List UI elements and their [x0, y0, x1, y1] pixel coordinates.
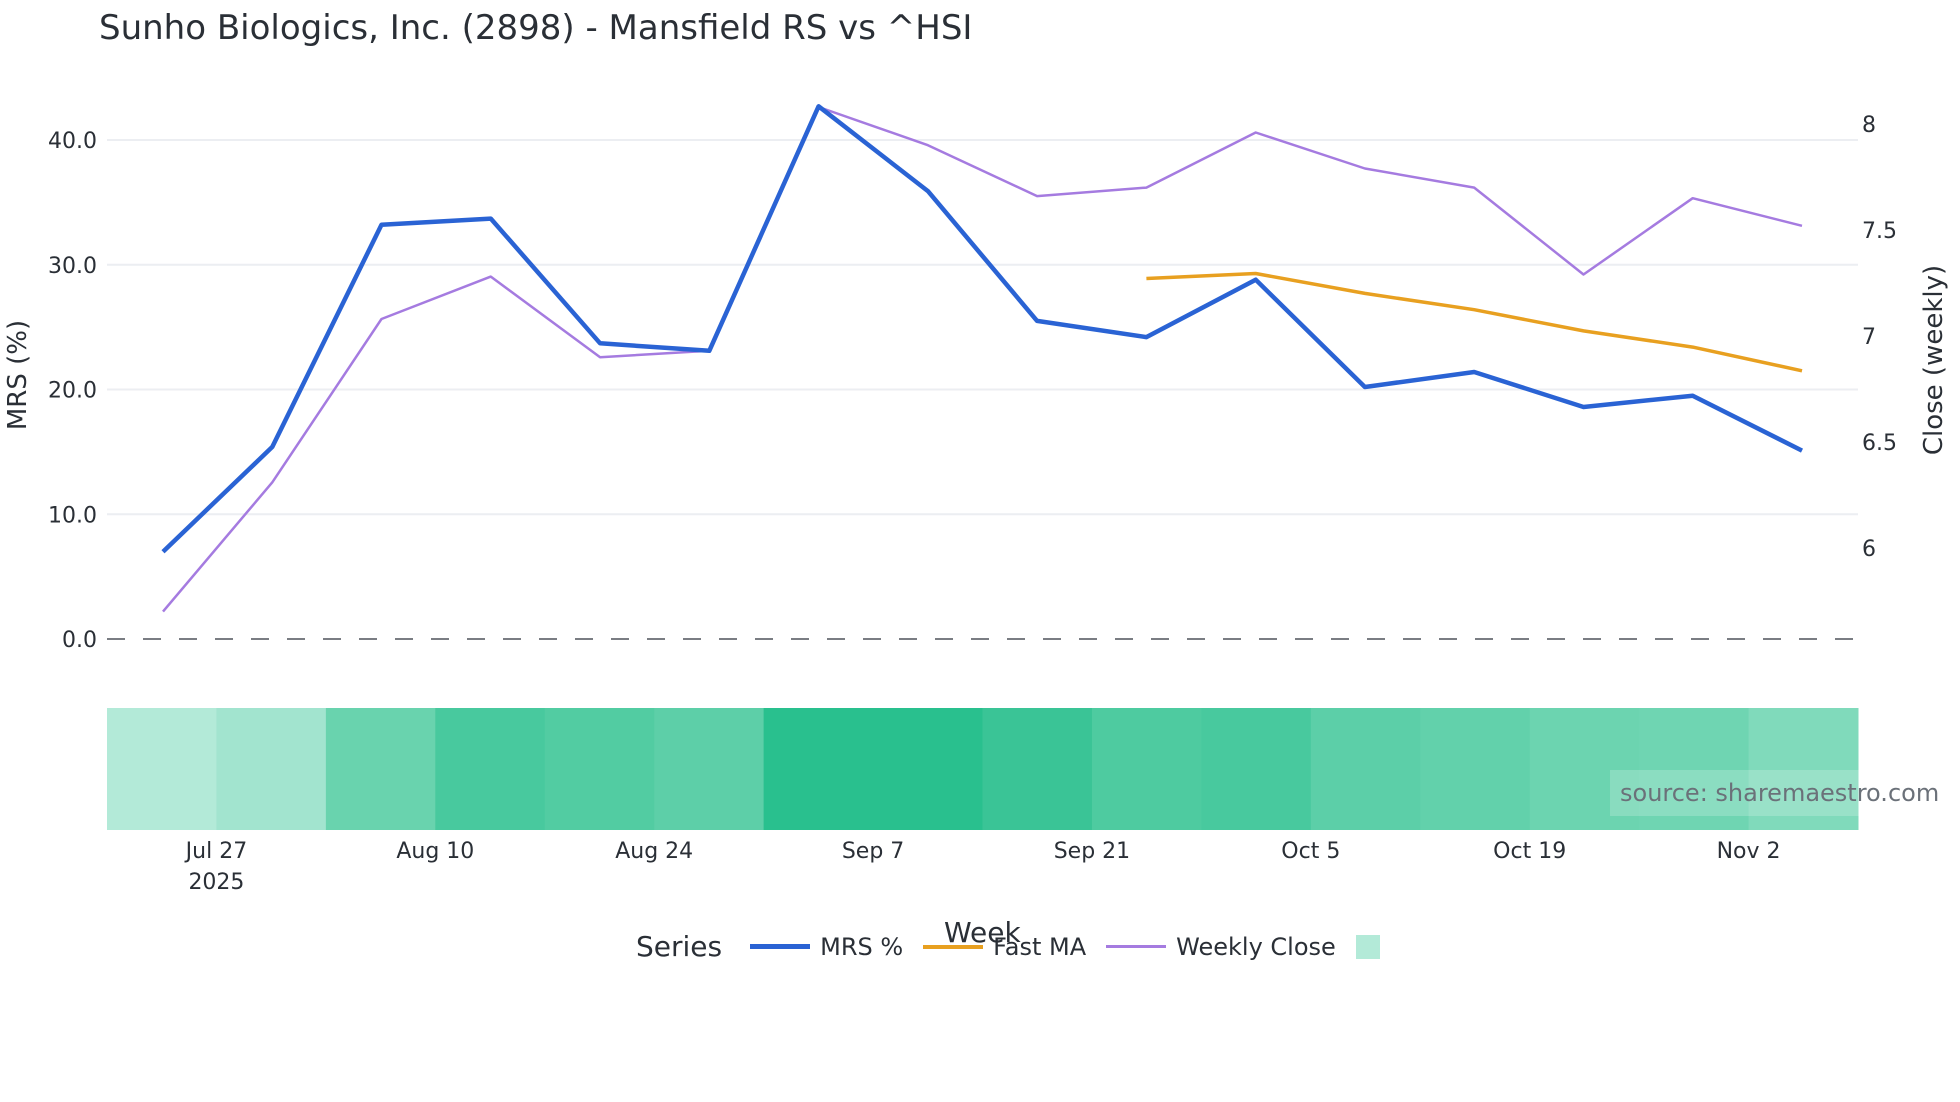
y-right-tick: 6 — [1862, 537, 1876, 562]
x-tick: Aug 24 — [615, 839, 693, 864]
y-right-tick: 8 — [1862, 113, 1876, 138]
x-axis-title: Week — [944, 916, 1021, 949]
y-left-tick: 0.0 — [62, 628, 97, 653]
legend-swatch-heatmap — [1355, 934, 1380, 959]
y-left-tick: 30.0 — [48, 254, 97, 279]
legend-label-weekly-close: Weekly Close — [1176, 932, 1336, 961]
heatmap-cell — [325, 708, 436, 830]
heatmap-cell — [1201, 708, 1312, 830]
legend-label-mrs: MRS % — [820, 932, 904, 961]
heatmap-cell — [1748, 708, 1859, 830]
x-tick: Nov 2 — [1717, 839, 1781, 864]
heatmap-cell — [435, 708, 546, 830]
y-left-tick: 20.0 — [48, 379, 97, 404]
legend-item-mrs[interactable]: MRS % — [750, 933, 903, 961]
heatmap-cell — [873, 708, 983, 830]
chart-title: Sunho Biologics, Inc. (2898) - Mansfield… — [99, 8, 973, 48]
x-tick: Oct 19 — [1493, 839, 1566, 864]
legend-item-fast-ma[interactable]: Fast MA — [923, 933, 1086, 961]
y-right-tick: 6.5 — [1862, 431, 1897, 456]
heatmap-cell — [1639, 708, 1750, 830]
y-right-title: Close (weekly) — [1919, 265, 1949, 455]
y-left-tick: 10.0 — [48, 503, 97, 528]
heatmap-cell — [1420, 708, 1531, 830]
weekly-close-line — [162, 105, 1803, 613]
legend: Series MRS % Fast MA Weekly Close — [636, 930, 1400, 963]
legend-swatch-weekly-close — [1106, 945, 1167, 948]
heatmap-cell — [982, 708, 1093, 830]
heatmap-cell — [654, 708, 765, 830]
x-tick-year: 2025 — [188, 870, 244, 895]
y-right-tick: 7.5 — [1862, 219, 1897, 244]
legend-item-heatmap[interactable] — [1355, 934, 1380, 959]
heatmap-cell — [763, 708, 874, 830]
legend-swatch-mrs — [750, 944, 811, 949]
y-left-tick: 40.0 — [48, 129, 97, 154]
fast-ma-line — [1146, 271, 1803, 373]
x-tick: Jul 27 — [184, 839, 248, 864]
y-right-tick: 7 — [1862, 325, 1876, 350]
legend-swatch-fast-ma — [923, 944, 984, 949]
heatmap-cell — [1310, 708, 1421, 830]
x-tick: Sep 21 — [1054, 839, 1130, 864]
heatmap-cell — [1091, 708, 1202, 830]
heatmap-cell — [544, 708, 655, 830]
x-tick: Oct 5 — [1281, 839, 1340, 864]
y-left-title: MRS (%) — [3, 320, 33, 430]
heatmap-cell — [1529, 708, 1640, 830]
legend-title: Series — [636, 930, 723, 963]
heatmap-cell — [216, 708, 327, 830]
x-tick: Aug 10 — [396, 839, 474, 864]
heatmap-cell — [107, 708, 217, 830]
legend-label-fast-ma: Fast MA — [993, 932, 1087, 961]
mrs-line — [161, 104, 1804, 554]
legend-item-weekly-close[interactable]: Weekly Close — [1106, 933, 1336, 961]
x-tick: Sep 7 — [842, 839, 904, 864]
source-watermark: source: sharemaestro.com — [1610, 770, 1939, 816]
